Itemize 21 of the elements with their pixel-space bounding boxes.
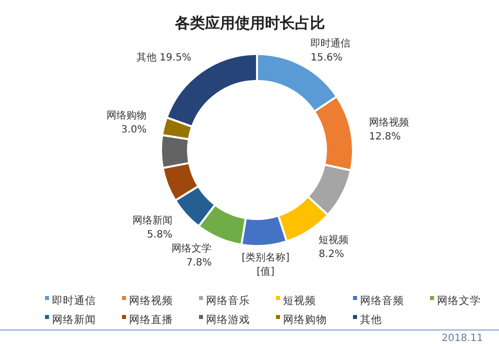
legend-label: 网络音频 [360,294,404,307]
legend-label: 短视频 [283,294,316,307]
data-label: 短视频 8.2% [318,234,349,260]
legend-label: 即时通信 [52,294,96,307]
chart-title: 各类应用使用时长占比 [174,14,325,32]
legend-label: 网络直播 [129,313,173,326]
data-label: 即时通信 15.6% [310,37,351,64]
legend-label: 网络文学 [437,294,481,307]
data-label: 其他 19.5% [136,52,192,64]
legend-label: 网络新闻 [52,313,96,326]
legend-label: 网络游戏 [206,313,250,326]
legend-label: 网络音乐 [206,294,250,307]
legend-label: 网络购物 [283,314,327,326]
data-label: 网络购物 3.0% [106,110,147,136]
data-label: 网络新闻 5.8% [132,214,172,240]
legend-label: 网络视频 [129,294,173,307]
data-label: [类别名称] [值] [242,252,290,278]
data-label: 网络视频 12.8% [368,116,409,143]
text: 2018.11 [442,333,483,344]
data-label: 网络文学 7.8% [172,242,212,269]
legend-label: 其他 [360,313,382,326]
